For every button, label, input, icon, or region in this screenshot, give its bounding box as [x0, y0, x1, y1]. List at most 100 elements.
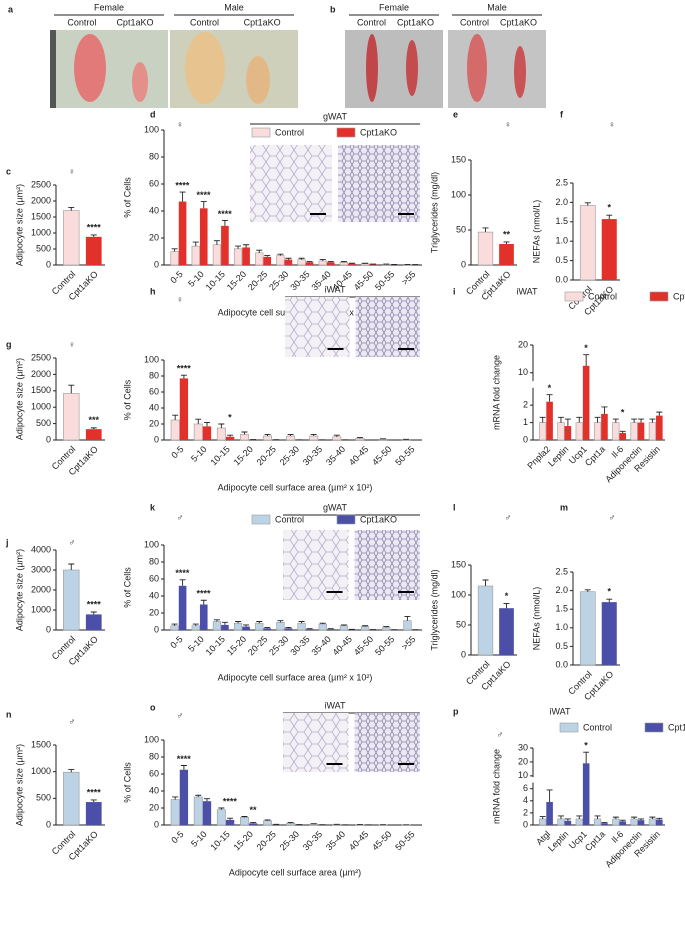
- significance: ****: [87, 787, 102, 797]
- x-tick-label: 20-25: [246, 634, 269, 657]
- bar: [601, 823, 608, 825]
- y-tick-label: 1000: [31, 766, 51, 776]
- bar: [284, 259, 293, 265]
- bar: [326, 262, 335, 265]
- ruler: [50, 30, 56, 108]
- error-bar: [583, 354, 590, 366]
- bar: [339, 261, 349, 266]
- y-tick-label: 40: [149, 785, 159, 795]
- y-tick-label: 0: [46, 624, 51, 634]
- y-tick-label: 0.5: [555, 641, 568, 651]
- error-bar: [619, 819, 626, 822]
- bar: [233, 248, 243, 266]
- significance: ****: [177, 364, 192, 374]
- x-tick-label: 5-10: [189, 444, 209, 464]
- panel-letter: a: [8, 4, 14, 14]
- error-bar: [319, 259, 326, 261]
- bar: [63, 210, 80, 266]
- bar: [309, 435, 319, 441]
- bar: [179, 378, 189, 440]
- significance: *: [584, 741, 588, 751]
- error-bar: [576, 815, 583, 819]
- error-bar: [172, 796, 179, 800]
- x-tick-label: 0-5: [169, 829, 185, 845]
- y-tick-label: 1500: [31, 739, 51, 749]
- y-tick-label: 60: [149, 386, 159, 396]
- y-tick-label: 60: [149, 768, 159, 778]
- error-bar: [340, 261, 347, 263]
- bar: [369, 264, 377, 265]
- panel-letter: l: [453, 502, 456, 512]
- bar: [255, 252, 264, 266]
- significance: ****: [197, 589, 212, 599]
- y-tick-label: 0: [46, 259, 51, 269]
- bar: [477, 231, 494, 266]
- x-tick-label: 15-20: [232, 444, 255, 467]
- y-axis-label: mRNA fold change: [491, 749, 501, 824]
- y-tick-label: 1000: [31, 227, 51, 237]
- y-tick-label: 6: [523, 783, 528, 793]
- significance: ****: [218, 209, 233, 219]
- bar: [318, 623, 327, 631]
- legend-swatch: [644, 722, 664, 733]
- x-tick-label: 25-30: [267, 269, 290, 292]
- error-bar: [310, 433, 317, 436]
- error-bar: [243, 244, 250, 248]
- error-bar: [264, 627, 271, 629]
- y-tick-label: 2.5: [555, 566, 568, 576]
- photo-label: Cpt1aKO: [397, 17, 434, 27]
- tissue: [467, 34, 487, 102]
- error-bar: [180, 765, 187, 770]
- error-bar: [250, 822, 257, 824]
- error-bar: [594, 416, 601, 423]
- y-axis-label: NEFAs (nmol/L): [531, 200, 541, 264]
- bar: [170, 625, 179, 631]
- bar: [612, 818, 620, 826]
- bar: [546, 401, 553, 440]
- y-axis-label: % of Cells: [122, 567, 132, 608]
- error-bar: [612, 816, 619, 819]
- error-bar: [631, 418, 638, 423]
- bar: [579, 591, 596, 666]
- error-bar: [213, 240, 220, 245]
- x-axis-label: Adipocyte cell surface area (µm² x 10²): [218, 672, 373, 682]
- significance: *: [621, 407, 625, 417]
- x-tick-label: 5-10: [189, 829, 209, 849]
- error-bar: [221, 621, 228, 625]
- sex-symbol: ♂: [177, 512, 184, 522]
- bar: [170, 419, 180, 441]
- x-tick-label: 30-35: [288, 634, 311, 657]
- error-bar: [557, 815, 564, 819]
- error-bar: [546, 394, 553, 402]
- panel-letter: f: [560, 109, 564, 119]
- error-bar: [631, 816, 638, 819]
- x-tick-label: 20-25: [255, 444, 278, 467]
- x-tick-label: 35-40: [324, 444, 347, 467]
- error-bar: [256, 621, 263, 624]
- sex-symbol: ♂: [505, 512, 512, 522]
- y-tick-label: 0.5: [555, 255, 568, 265]
- bar: [239, 434, 249, 441]
- photo-label: Cpt1aKO: [500, 17, 537, 27]
- bar: [348, 263, 356, 265]
- error-bar: [564, 818, 571, 821]
- sex-symbol: ♂: [177, 710, 184, 720]
- bar: [221, 624, 229, 630]
- error-bar: [583, 751, 590, 764]
- error-bar: [180, 374, 187, 379]
- bar: [564, 426, 572, 440]
- error-bar: [287, 822, 294, 824]
- x-tick-label: 40-45: [347, 444, 370, 467]
- y-tick-label: 100: [451, 589, 466, 599]
- y-tick-label: 1000: [31, 604, 51, 614]
- photo: [345, 30, 443, 108]
- bar: [85, 614, 102, 630]
- legend-label: Cpt1aKO: [673, 291, 685, 301]
- bar: [221, 225, 229, 265]
- significance: **: [503, 229, 511, 239]
- y-axis-label: Adipocyte size (µm²): [14, 184, 24, 266]
- error-bar: [503, 602, 510, 609]
- y-axis-label: % of Cells: [122, 762, 132, 803]
- error-bar: [287, 433, 294, 436]
- error-bar: [649, 418, 656, 423]
